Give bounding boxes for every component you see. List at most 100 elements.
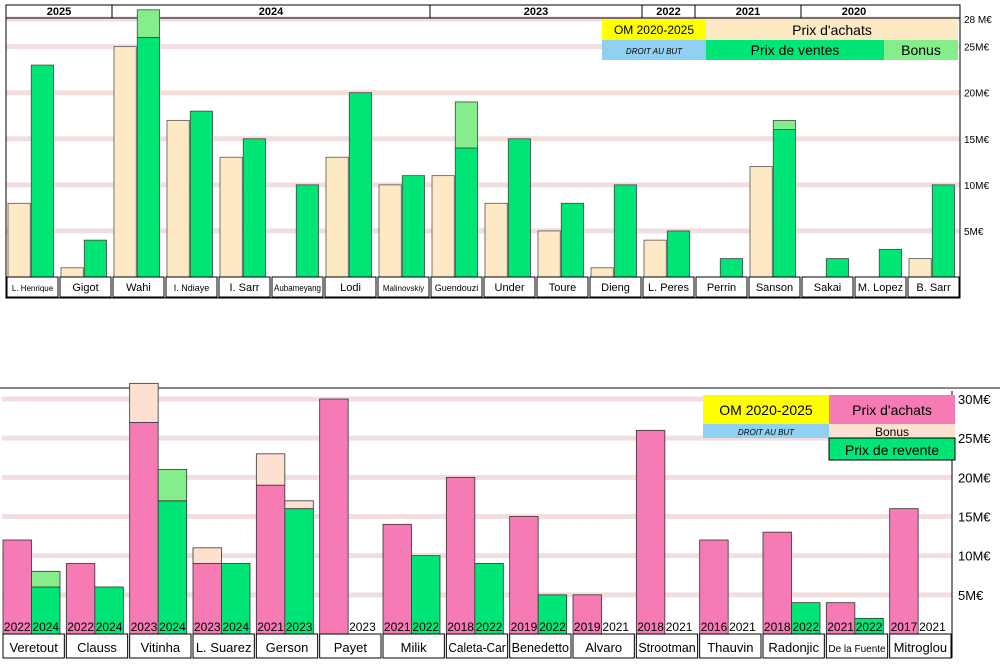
sale-bar [560,202,584,278]
sale-bar [401,175,425,278]
player-label: L. Suarez [196,640,252,655]
sale-bar [507,138,531,278]
player-label-box [59,276,112,298]
player-label-box [907,276,960,298]
resale-year-label: 2023 [286,620,313,634]
sale-bar [772,129,796,278]
sale-bar [242,138,266,278]
resale-year-label: 2022 [792,620,819,634]
player-label: Wahi [126,282,151,294]
resale-year-label: 2022 [856,620,883,634]
purchase-bar [382,523,412,635]
sale-bar [931,184,955,278]
player-label: Guendouzi [435,283,479,293]
purchase-year-label: 2021 [384,620,411,634]
player-label-box [483,276,536,298]
sale-bonus-bar [772,119,796,130]
sale-bar [666,230,690,278]
purchase-bar [7,202,31,278]
player-label-box [748,276,801,298]
player-label-box [2,633,65,659]
player-label-box [324,276,377,298]
purchase-bar [635,429,666,635]
legend-subtitle-box [602,40,706,60]
player-label-box [65,633,129,659]
player-label: Milik [401,640,427,655]
player-label-box [377,276,430,298]
sale-bar [454,147,478,278]
player-label: Thauvin [707,640,753,655]
player-label-box [572,633,635,659]
player-label-box [801,276,854,298]
player-label-box [255,633,319,659]
legend-buy-label: Prix d'achats [792,22,872,38]
bottom-chart: 5M€10M€15M€20M€25M€30M€2022 2024Veretout2… [0,382,1000,659]
purchase-year-label: 2023 [194,620,221,634]
purchase-bar [889,508,919,635]
player-label-box [854,276,907,298]
player-label: L. Peres [648,282,689,294]
player-label-box [635,633,699,659]
resale-year-label: 2023 [349,620,376,634]
top-chart: 2025 2024 2023 2022 2021 2020 5M€ 10M€ 15M€ 20M€ 2… [5,4,992,299]
player-label: Malinovskiy [383,284,424,293]
resale-bonus-bar [31,570,61,588]
sale-bar [83,239,107,278]
legend-title-box [602,19,706,40]
resale-year-label: 2024 [159,620,186,634]
resale-year-label: 2022 [476,620,503,634]
sale-bar [30,64,54,278]
purchase-year-label: 2018 [764,620,791,634]
sale-bar [295,184,319,278]
purchase-bar [319,398,349,635]
legend-sale-swatch [706,40,884,60]
player-label-box [699,633,762,659]
bottom-ytick-label: 15M€ [958,510,991,525]
player-label: Lodi [340,282,361,294]
purchase-bar [445,476,476,635]
top-ytick-label: 10M€ [964,181,989,192]
player-label-box [445,633,509,659]
player-label-box [536,276,589,298]
purchase-year-label: 2019 [511,620,538,634]
legend-title: OM 2020-2025 [614,23,694,37]
player-label-box [695,276,748,298]
purchase-bar [166,119,190,278]
player-label-box [509,633,572,659]
player-label-box [430,276,483,298]
purchase-bar [129,422,159,635]
resale-year-label: 2024 [32,620,59,634]
player-label: Radonjic [768,640,819,655]
top-ytick-label: 20M€ [964,89,989,100]
player-label: De la Fuente [828,644,886,655]
legend-bonus-label: Bonus [901,42,941,58]
player-label: I. Sarr [230,282,260,294]
legend-resale-swatch [828,437,956,461]
resale-year-label: 2022 [539,620,566,634]
player-label: L. Henrique [12,284,54,293]
resale-bar [31,586,61,635]
purchase-year-label: 2021 [257,620,284,634]
purchase-bar [762,531,792,635]
purchase-year-label: 2021 [827,620,854,634]
year-header-label: 2022 [656,6,680,18]
player-label-box [589,276,642,298]
player-label: Clauss [77,640,117,655]
purchase-bar [60,267,84,278]
purchase-year-label: 2018 [447,620,474,634]
purchase-year-label: 2023 [131,620,158,634]
player-label: M. Lopez [858,282,903,294]
purchase-bar [219,156,243,278]
player-label: Sanson [756,282,793,294]
player-label-box [825,633,889,659]
resale-bonus-bar [284,500,314,510]
purchase-year-label: 2022 [67,620,94,634]
player-label: Vitinha [141,640,181,655]
year-header-label: 2021 [736,6,760,18]
player-label: Caleta-Car [448,640,506,655]
player-label: Benedetto [512,640,569,655]
resale-year-label: 2021 [729,620,756,634]
legend-resale-label: Prix de revente [845,442,939,458]
player-label: Under [495,282,525,294]
